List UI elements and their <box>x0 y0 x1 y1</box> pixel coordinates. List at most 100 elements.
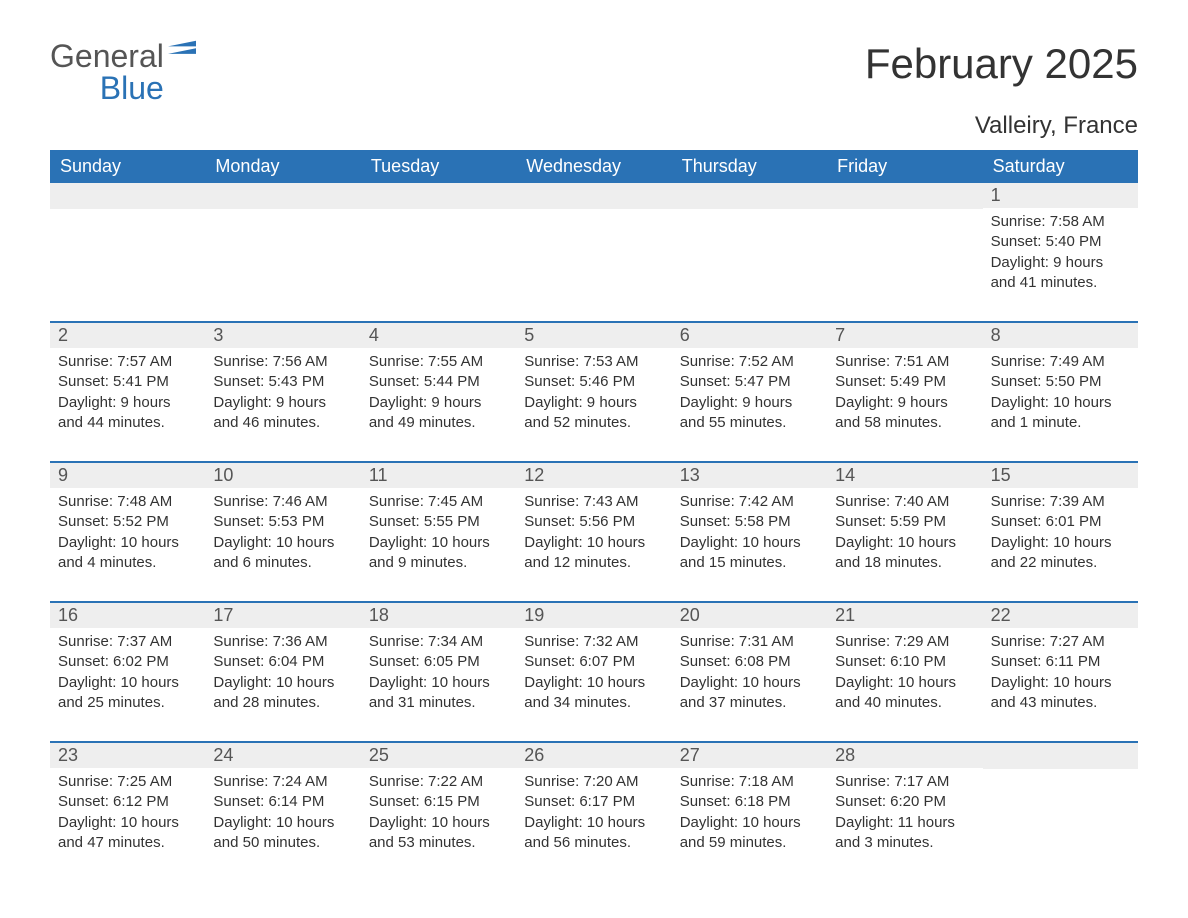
cell-body: Sunrise: 7:48 AMSunset: 5:52 PMDaylight:… <box>50 488 205 581</box>
sunrise-text: Sunrise: 7:48 AM <box>58 492 197 512</box>
sunrise-text: Sunrise: 7:55 AM <box>369 352 508 372</box>
cell-body: Sunrise: 7:58 AMSunset: 5:40 PMDaylight:… <box>983 208 1138 301</box>
cell-body: Sunrise: 7:51 AMSunset: 5:49 PMDaylight:… <box>827 348 982 441</box>
calendar-cell <box>827 183 982 303</box>
cell-body: Sunrise: 7:17 AMSunset: 6:20 PMDaylight:… <box>827 768 982 861</box>
day-number: 2 <box>50 323 205 348</box>
daylight-text: Daylight: 10 hours and 34 minutes. <box>524 673 663 714</box>
sunrise-text: Sunrise: 7:34 AM <box>369 632 508 652</box>
day-number: 10 <box>205 463 360 488</box>
calendar: Sunday Monday Tuesday Wednesday Thursday… <box>50 150 1138 863</box>
calendar-cell: 20Sunrise: 7:31 AMSunset: 6:08 PMDayligh… <box>672 603 827 723</box>
daylight-text: Daylight: 10 hours and 12 minutes. <box>524 533 663 574</box>
calendar-cell <box>672 183 827 303</box>
sunset-text: Sunset: 5:53 PM <box>213 512 352 532</box>
cell-body: Sunrise: 7:55 AMSunset: 5:44 PMDaylight:… <box>361 348 516 441</box>
cell-body: Sunrise: 7:39 AMSunset: 6:01 PMDaylight:… <box>983 488 1138 581</box>
cell-body: Sunrise: 7:29 AMSunset: 6:10 PMDaylight:… <box>827 628 982 721</box>
calendar-cell: 1Sunrise: 7:58 AMSunset: 5:40 PMDaylight… <box>983 183 1138 303</box>
sunrise-text: Sunrise: 7:58 AM <box>991 212 1130 232</box>
calendar-cell: 12Sunrise: 7:43 AMSunset: 5:56 PMDayligh… <box>516 463 671 583</box>
week-row: 9Sunrise: 7:48 AMSunset: 5:52 PMDaylight… <box>50 461 1138 583</box>
cell-body: Sunrise: 7:53 AMSunset: 5:46 PMDaylight:… <box>516 348 671 441</box>
cell-body: Sunrise: 7:20 AMSunset: 6:17 PMDaylight:… <box>516 768 671 861</box>
header: General Blue February 2025 <box>50 40 1138 104</box>
day-number: 4 <box>361 323 516 348</box>
calendar-cell: 19Sunrise: 7:32 AMSunset: 6:07 PMDayligh… <box>516 603 671 723</box>
sunrise-text: Sunrise: 7:53 AM <box>524 352 663 372</box>
week-row: 1Sunrise: 7:58 AMSunset: 5:40 PMDaylight… <box>50 183 1138 303</box>
calendar-cell: 9Sunrise: 7:48 AMSunset: 5:52 PMDaylight… <box>50 463 205 583</box>
calendar-cell <box>983 743 1138 863</box>
sunset-text: Sunset: 5:59 PM <box>835 512 974 532</box>
sunrise-text: Sunrise: 7:56 AM <box>213 352 352 372</box>
sunrise-text: Sunrise: 7:24 AM <box>213 772 352 792</box>
calendar-cell: 15Sunrise: 7:39 AMSunset: 6:01 PMDayligh… <box>983 463 1138 583</box>
day-number: 8 <box>983 323 1138 348</box>
cell-body: Sunrise: 7:25 AMSunset: 6:12 PMDaylight:… <box>50 768 205 861</box>
sunset-text: Sunset: 5:58 PM <box>680 512 819 532</box>
calendar-cell: 28Sunrise: 7:17 AMSunset: 6:20 PMDayligh… <box>827 743 982 863</box>
calendar-cell: 10Sunrise: 7:46 AMSunset: 5:53 PMDayligh… <box>205 463 360 583</box>
cell-body: Sunrise: 7:49 AMSunset: 5:50 PMDaylight:… <box>983 348 1138 441</box>
sunset-text: Sunset: 5:44 PM <box>369 372 508 392</box>
day-header: Wednesday <box>516 150 671 183</box>
calendar-cell: 21Sunrise: 7:29 AMSunset: 6:10 PMDayligh… <box>827 603 982 723</box>
sunset-text: Sunset: 6:12 PM <box>58 792 197 812</box>
daylight-text: Daylight: 10 hours and 56 minutes. <box>524 813 663 854</box>
cell-body: Sunrise: 7:18 AMSunset: 6:18 PMDaylight:… <box>672 768 827 861</box>
day-number: 16 <box>50 603 205 628</box>
day-number: 5 <box>516 323 671 348</box>
daylight-text: Daylight: 9 hours and 46 minutes. <box>213 393 352 434</box>
sunrise-text: Sunrise: 7:29 AM <box>835 632 974 652</box>
day-number <box>672 183 827 209</box>
sunset-text: Sunset: 6:20 PM <box>835 792 974 812</box>
calendar-cell: 14Sunrise: 7:40 AMSunset: 5:59 PMDayligh… <box>827 463 982 583</box>
sunrise-text: Sunrise: 7:42 AM <box>680 492 819 512</box>
day-header-row: Sunday Monday Tuesday Wednesday Thursday… <box>50 150 1138 183</box>
cell-body: Sunrise: 7:37 AMSunset: 6:02 PMDaylight:… <box>50 628 205 721</box>
day-header: Thursday <box>672 150 827 183</box>
flag-icon <box>168 40 196 64</box>
sunrise-text: Sunrise: 7:18 AM <box>680 772 819 792</box>
sunset-text: Sunset: 6:07 PM <box>524 652 663 672</box>
week-row: 2Sunrise: 7:57 AMSunset: 5:41 PMDaylight… <box>50 321 1138 443</box>
calendar-cell: 16Sunrise: 7:37 AMSunset: 6:02 PMDayligh… <box>50 603 205 723</box>
logo-text-blue: Blue <box>50 72 164 104</box>
sunset-text: Sunset: 5:47 PM <box>680 372 819 392</box>
day-number: 7 <box>827 323 982 348</box>
day-number: 13 <box>672 463 827 488</box>
sunset-text: Sunset: 5:50 PM <box>991 372 1130 392</box>
daylight-text: Daylight: 9 hours and 41 minutes. <box>991 253 1130 294</box>
calendar-cell: 23Sunrise: 7:25 AMSunset: 6:12 PMDayligh… <box>50 743 205 863</box>
calendar-cell: 26Sunrise: 7:20 AMSunset: 6:17 PMDayligh… <box>516 743 671 863</box>
day-number <box>205 183 360 209</box>
daylight-text: Daylight: 10 hours and 50 minutes. <box>213 813 352 854</box>
cell-body: Sunrise: 7:57 AMSunset: 5:41 PMDaylight:… <box>50 348 205 441</box>
title-block: February 2025 <box>865 40 1138 88</box>
daylight-text: Daylight: 9 hours and 44 minutes. <box>58 393 197 434</box>
day-number <box>983 743 1138 769</box>
cell-body: Sunrise: 7:46 AMSunset: 5:53 PMDaylight:… <box>205 488 360 581</box>
week-row: 23Sunrise: 7:25 AMSunset: 6:12 PMDayligh… <box>50 741 1138 863</box>
day-number: 28 <box>827 743 982 768</box>
daylight-text: Daylight: 10 hours and 4 minutes. <box>58 533 197 574</box>
sunrise-text: Sunrise: 7:27 AM <box>991 632 1130 652</box>
sunset-text: Sunset: 5:49 PM <box>835 372 974 392</box>
daylight-text: Daylight: 9 hours and 49 minutes. <box>369 393 508 434</box>
cell-body: Sunrise: 7:40 AMSunset: 5:59 PMDaylight:… <box>827 488 982 581</box>
cell-body: Sunrise: 7:36 AMSunset: 6:04 PMDaylight:… <box>205 628 360 721</box>
daylight-text: Daylight: 9 hours and 52 minutes. <box>524 393 663 434</box>
daylight-text: Daylight: 10 hours and 47 minutes. <box>58 813 197 854</box>
logo-text-general: General <box>50 38 164 74</box>
sunrise-text: Sunrise: 7:51 AM <box>835 352 974 372</box>
sunrise-text: Sunrise: 7:45 AM <box>369 492 508 512</box>
cell-body: Sunrise: 7:32 AMSunset: 6:07 PMDaylight:… <box>516 628 671 721</box>
cell-body: Sunrise: 7:56 AMSunset: 5:43 PMDaylight:… <box>205 348 360 441</box>
weeks-container: 1Sunrise: 7:58 AMSunset: 5:40 PMDaylight… <box>50 183 1138 863</box>
daylight-text: Daylight: 10 hours and 53 minutes. <box>369 813 508 854</box>
day-header: Tuesday <box>361 150 516 183</box>
daylight-text: Daylight: 10 hours and 15 minutes. <box>680 533 819 574</box>
daylight-text: Daylight: 9 hours and 58 minutes. <box>835 393 974 434</box>
day-number: 18 <box>361 603 516 628</box>
